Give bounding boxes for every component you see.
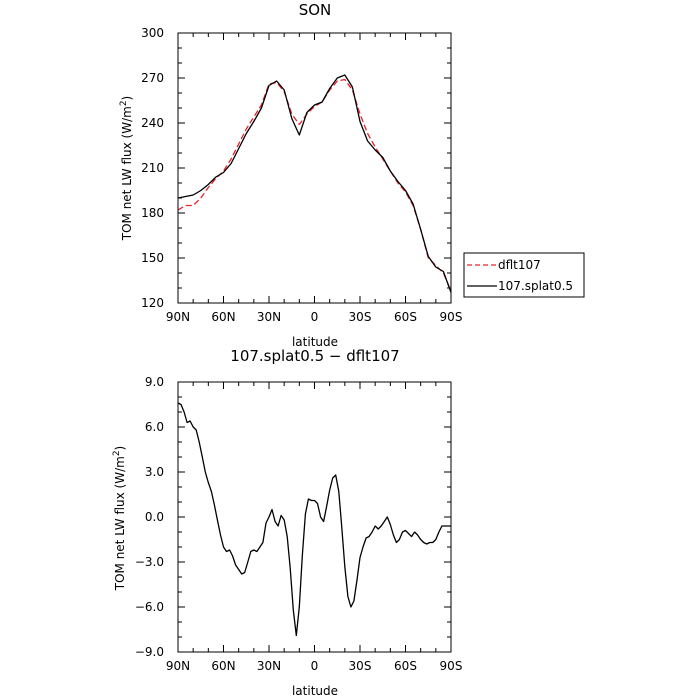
legend-entry-dflt107: dflt107 — [498, 258, 541, 272]
top-x-tick-label: 60N — [211, 310, 235, 324]
top-y-tick-label: 120 — [141, 296, 164, 310]
bottom-x-tick-label: 30N — [257, 659, 281, 673]
bottom-x-tick-label: 0 — [311, 659, 319, 673]
top-x-tick-label: 0 — [311, 310, 319, 324]
top-x-tick-label: 30N — [257, 310, 281, 324]
bottom-y-tick-label: 6.0 — [145, 420, 164, 434]
top-y-axis-title: TOM net LW flux (W/m2) — [119, 96, 134, 242]
bottom-x-tick-label: 60S — [394, 659, 417, 673]
bottom-y-tick-label: 3.0 — [145, 465, 164, 479]
top-y-tick-label: 270 — [141, 71, 164, 85]
top-panel: SON latitude TOM net LW flux (W/m2) 90N 6… — [119, 1, 462, 349]
bottom-x-tick-label: 90N — [166, 659, 190, 673]
top-x-axis-title: latitude — [292, 335, 338, 349]
bottom-y-tick-label: 9.0 — [145, 375, 164, 389]
top-x-tick-label: 60S — [394, 310, 417, 324]
legend-entry-splat: 107.splat0.5 — [498, 279, 573, 293]
top-x-tick-label: 30S — [349, 310, 372, 324]
top-ticks: 90N 60N 30N 0 30S 60S 90S 120 150 180 210 240 270 300 — [141, 26, 462, 324]
bottom-plot-frame — [177, 381, 452, 653]
bottom-panel: 107.splat0.5 − dflt107 latitude TOM net … — [112, 347, 462, 698]
top-x-tick-label: 90N — [166, 310, 190, 324]
bottom-y-tick-label: −6.0 — [135, 600, 164, 614]
top-y-tick-label: 150 — [141, 251, 164, 265]
bottom-y-tick-label: 0.0 — [145, 510, 164, 524]
bottom-y-tick-label: −9.0 — [135, 645, 164, 659]
top-y-tick-label: 300 — [141, 26, 164, 40]
top-y-tick-label: 180 — [141, 206, 164, 220]
bottom-x-tick-label: 90S — [440, 659, 463, 673]
bottom-x-tick-label: 60N — [211, 659, 235, 673]
top-series-lines — [177, 74, 452, 293]
bottom-y-tick-label: −3.0 — [135, 555, 164, 569]
bottom-chart-title: 107.splat0.5 − dflt107 — [230, 347, 399, 365]
top-plot-frame — [177, 32, 452, 304]
legend: dflt107 107.splat0.5 — [463, 252, 585, 298]
bottom-series-line-0 — [177, 402, 451, 637]
bottom-series-lines — [177, 402, 451, 637]
top-y-tick-label: 210 — [141, 161, 164, 175]
bottom-y-axis-title: TOM net LW flux (W/m2) — [112, 446, 127, 592]
bottom-x-axis-title: latitude — [292, 684, 338, 698]
top-chart-title: SON — [299, 1, 332, 19]
bottom-x-tick-label: 30S — [349, 659, 372, 673]
top-series-line-0 — [177, 78, 452, 292]
top-series-line-1 — [177, 74, 452, 293]
legend-box — [463, 252, 585, 298]
bottom-ticks: 90N 60N 30N 0 30S 60S 90S −9.0 −6.0 −3.0 0.0 3.0 6.0… — [135, 375, 463, 673]
top-x-tick-label: 90S — [440, 310, 463, 324]
top-y-tick-label: 240 — [141, 116, 164, 130]
